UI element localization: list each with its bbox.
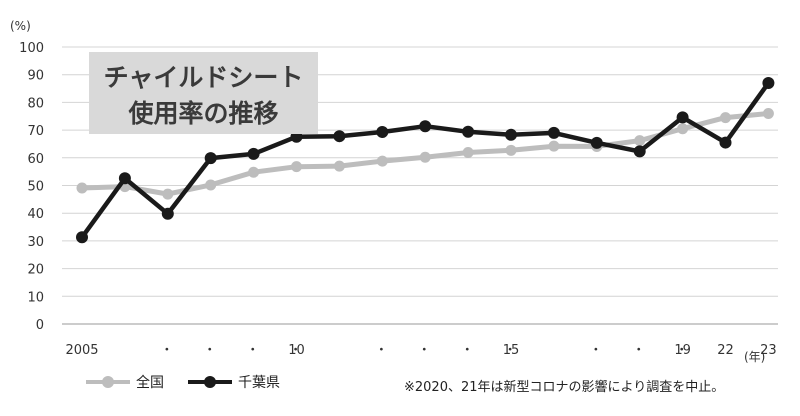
data-point-national [762, 107, 774, 119]
x-tick-dot: ・ [203, 343, 216, 358]
y-tick-label: 30 [27, 235, 44, 250]
data-point-national [76, 182, 88, 194]
x-tick-label: 19 [674, 343, 691, 358]
data-point-national [634, 135, 646, 147]
x-tick-dot: ・ [461, 343, 474, 358]
y-tick-label: 50 [27, 180, 44, 195]
chart-title-line-1: チャイルドシート [103, 63, 304, 92]
data-point-national [162, 188, 174, 200]
legend-label-national: 全国 [136, 375, 164, 391]
data-point-national [419, 151, 431, 163]
x-tick-label: 23 [760, 343, 777, 358]
data-point-national [677, 123, 689, 135]
legend-swatch-national [86, 376, 130, 388]
y-tick-label: 60 [27, 152, 44, 167]
x-tick-dot: ・ [160, 343, 173, 358]
data-point-chiba [333, 130, 346, 143]
x-tick-dot: ・ [632, 343, 645, 358]
x-tick-label: 15 [503, 343, 520, 358]
y-tick-label: 10 [27, 290, 44, 305]
data-point-chiba [762, 77, 775, 90]
x-tick-dot: ・ [675, 343, 688, 358]
x-tick-label: 10 [288, 343, 305, 358]
chart-title-box: チャイルドシート 使用率の推移 [89, 52, 318, 134]
data-point-national [248, 166, 260, 178]
legend-swatch-chiba [188, 376, 232, 388]
x-tick-dot: ・ [504, 343, 517, 358]
y-tick-label: 100 [19, 41, 44, 56]
data-point-chiba [419, 120, 432, 133]
y-tick-label: 80 [27, 96, 44, 111]
y-tick-label: 70 [27, 124, 44, 139]
data-point-chiba [161, 207, 174, 220]
y-tick-label: 0 [36, 318, 44, 333]
x-tick-dot: ・ [589, 343, 602, 358]
data-point-chiba [676, 111, 689, 124]
legend-label-chiba: 千葉県 [238, 375, 280, 391]
x-tick-dot: ・ [289, 343, 302, 358]
x-tick-label: 2005 [65, 343, 98, 358]
data-point-national [548, 140, 560, 152]
data-point-chiba [633, 145, 646, 158]
data-point-chiba [547, 126, 560, 139]
data-point-chiba [590, 136, 603, 149]
data-point-chiba [462, 125, 475, 138]
data-point-chiba [376, 126, 389, 139]
data-point-national [291, 161, 302, 173]
legend-item-national: 全国 [86, 372, 164, 392]
chart-legend: 全国 千葉県 [86, 372, 304, 392]
y-tick-label: 90 [27, 69, 44, 84]
y-tick-label: 40 [27, 207, 44, 222]
data-point-national [462, 147, 474, 159]
x-tick-dot: ・ [246, 343, 259, 358]
x-axis-unit: (年) [744, 350, 765, 364]
legend-item-chiba: 千葉県 [188, 372, 280, 392]
x-tick-dot: ・ [375, 343, 388, 358]
chart-title-line-2: 使用率の推移 [128, 99, 279, 128]
data-point-chiba [719, 136, 732, 149]
x-tick-dot: ・ [418, 343, 431, 358]
data-point-chiba [118, 172, 131, 185]
data-point-national [505, 144, 517, 156]
chart-footnote: ※2020、21年は新型コロナの影響により調査を中止。 [404, 380, 725, 395]
x-tick-label: 22 [717, 343, 734, 358]
data-point-chiba [247, 147, 260, 160]
y-axis-unit: (%) [10, 19, 31, 33]
y-tick-label: 20 [27, 263, 44, 278]
data-point-chiba [204, 152, 217, 165]
data-point-national [376, 155, 388, 167]
data-point-national [720, 112, 731, 124]
data-point-chiba [505, 128, 517, 141]
data-point-national [205, 179, 217, 191]
data-point-chiba [76, 231, 88, 244]
data-point-national [333, 160, 345, 172]
